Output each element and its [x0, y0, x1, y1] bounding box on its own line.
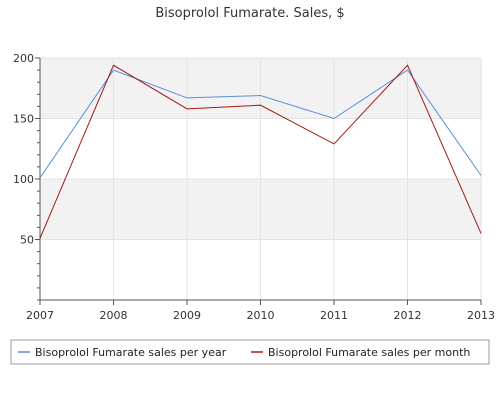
y-tick-labels: 50 100 150 200	[13, 52, 34, 247]
series-lines	[39, 64, 482, 239]
series-line-1	[39, 69, 482, 179]
x-tick-label: 2011	[320, 309, 348, 322]
x-tick-label: 2013	[467, 309, 495, 322]
x-tick-label: 2009	[173, 309, 201, 322]
y-tick-label: 200	[13, 52, 34, 65]
horizontal-gridlines	[40, 57, 481, 240]
y-tick-label: 150	[13, 113, 34, 126]
axes	[35, 57, 482, 305]
y-tick-label: 50	[20, 234, 34, 247]
y-tick-label: 100	[13, 173, 34, 186]
chart-title: Bisoprolol Fumarate. Sales, $	[155, 6, 344, 21]
legend-box	[10, 339, 490, 365]
series-line-2	[39, 64, 482, 239]
legend: Bisoprolol Fumarate sales per year Bisopr…	[10, 339, 490, 365]
x-tick-label: 2010	[247, 309, 275, 322]
x-tick-label: 2007	[26, 309, 54, 322]
x-tick-label: 2012	[394, 309, 422, 322]
x-tick-label: 2008	[100, 309, 128, 322]
legend-entry: Bisoprolol Fumarate sales per month	[268, 346, 470, 359]
x-tick-labels: 2007 2008 2009 2010 2011 2012 2013	[26, 309, 495, 322]
legend-entry: Bisoprolol Fumarate sales per year	[35, 346, 227, 359]
